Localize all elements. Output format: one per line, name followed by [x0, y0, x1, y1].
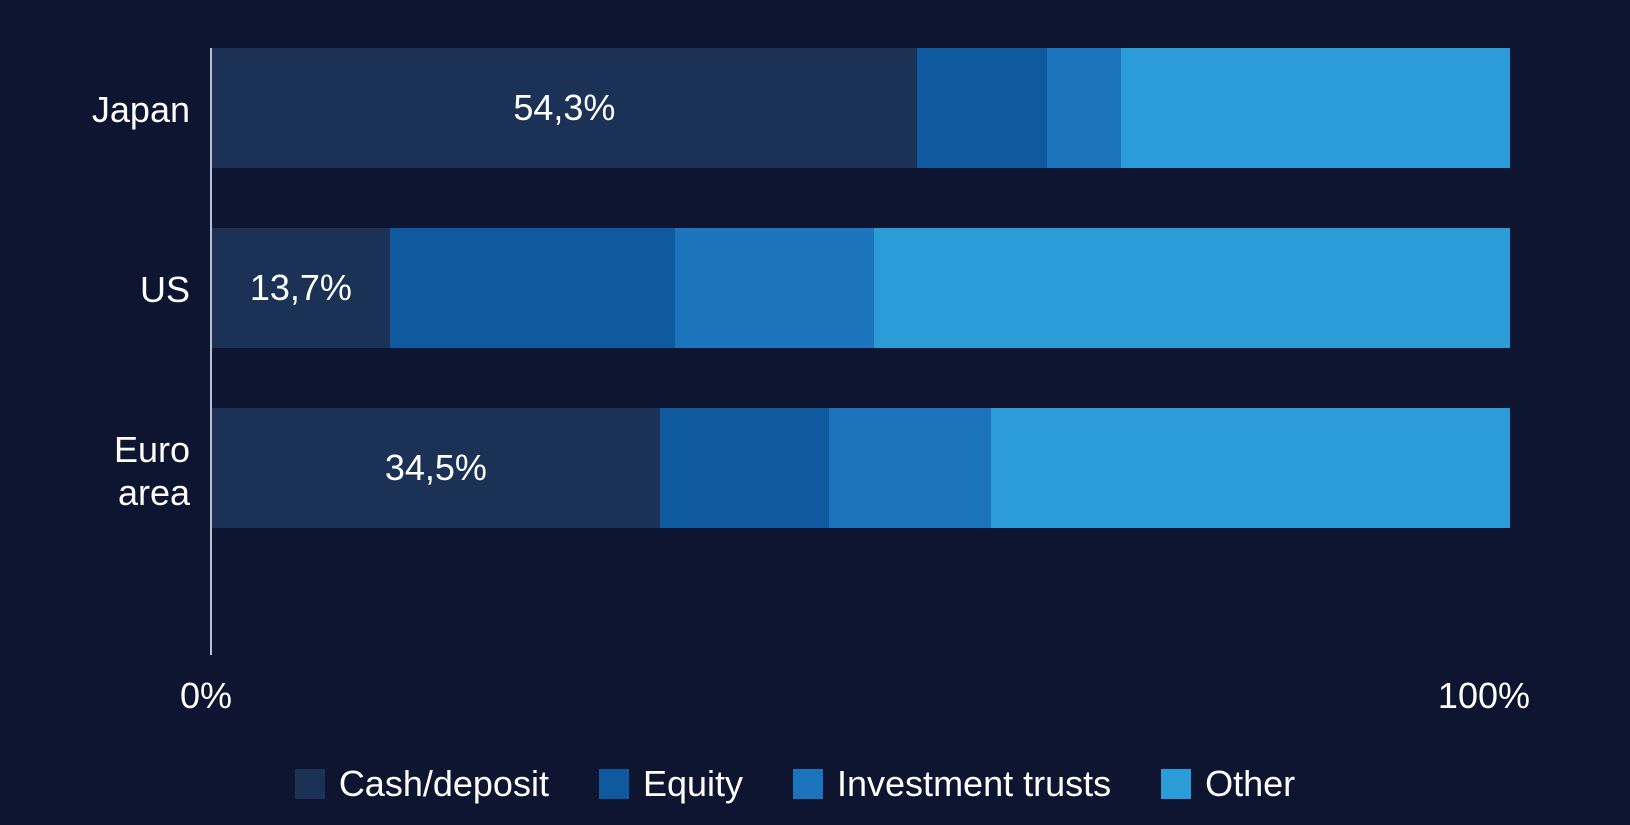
- legend-label: Investment trusts: [837, 763, 1111, 805]
- legend-item-equity: Equity: [599, 763, 743, 805]
- segment-value-label: 34,5%: [385, 447, 487, 489]
- segment-investment-trusts: [829, 408, 991, 528]
- legend-item-cash-deposit: Cash/deposit: [295, 763, 549, 805]
- category-label: US: [0, 268, 190, 311]
- segment-other: [874, 228, 1510, 348]
- bar-row-us: 13,7%: [212, 228, 1510, 348]
- category-text: Euroarea: [114, 429, 190, 513]
- legend: Cash/deposit Equity Investment trusts Ot…: [0, 763, 1590, 805]
- category-text: Japan: [92, 89, 190, 130]
- category-label: Japan: [0, 88, 190, 131]
- segment-equity: [390, 228, 676, 348]
- legend-label: Cash/deposit: [339, 763, 549, 805]
- legend-swatch: [1161, 769, 1191, 799]
- segment-investment-trusts: [1047, 48, 1121, 168]
- x-axis-end-label: 100%: [1438, 675, 1530, 717]
- segment-cash-deposit: 34,5%: [212, 408, 660, 528]
- legend-item-investment-trusts: Investment trusts: [793, 763, 1111, 805]
- bar-row-japan: 54,3%: [212, 48, 1510, 168]
- segment-other: [991, 408, 1510, 528]
- x-axis-start-label: 0%: [180, 675, 232, 717]
- legend-item-other: Other: [1161, 763, 1295, 805]
- segment-value-label: 54,3%: [513, 87, 615, 129]
- segment-other: [1121, 48, 1510, 168]
- segment-equity: [660, 408, 829, 528]
- plot-area: 54,3% 13,7% 34,5%: [210, 48, 1510, 655]
- category-text: US: [140, 269, 190, 310]
- segment-cash-deposit: 13,7%: [212, 228, 390, 348]
- legend-swatch: [599, 769, 629, 799]
- segment-value-label: 13,7%: [250, 267, 352, 309]
- legend-label: Other: [1205, 763, 1295, 805]
- legend-label: Equity: [643, 763, 743, 805]
- segment-cash-deposit: 54,3%: [212, 48, 917, 168]
- category-label: Euroarea: [0, 428, 190, 514]
- chart-container: Japan US Euroarea 54,3% 13,7% 34,5%: [0, 48, 1590, 825]
- segment-equity: [917, 48, 1047, 168]
- legend-swatch: [295, 769, 325, 799]
- x-axis-labels: 0% 100%: [210, 675, 1510, 715]
- legend-swatch: [793, 769, 823, 799]
- bar-row-euro-area: 34,5%: [212, 408, 1510, 528]
- segment-investment-trusts: [675, 228, 874, 348]
